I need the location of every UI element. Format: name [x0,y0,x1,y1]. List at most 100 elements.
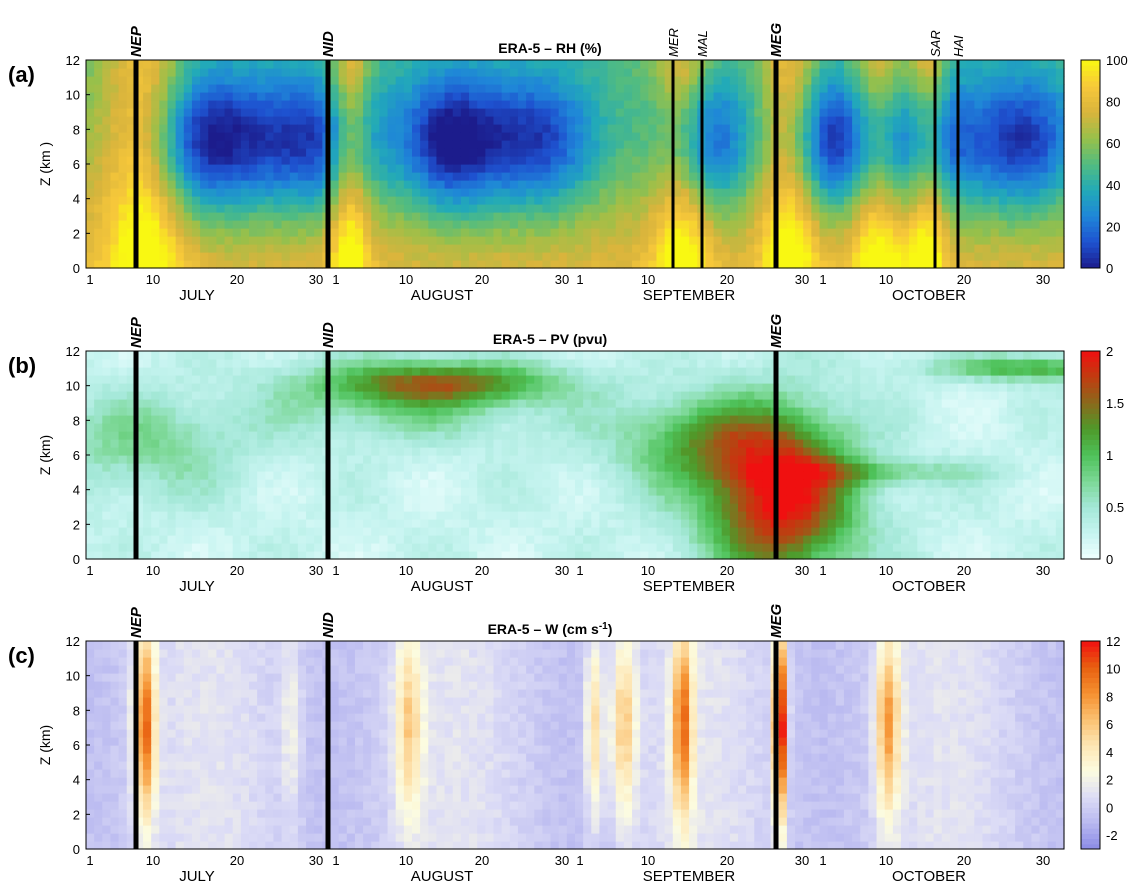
heatmap-cell [428,535,438,544]
heatmap-cell [363,84,372,93]
heatmap-cell [354,543,364,552]
heatmap-cell [656,140,666,149]
heatmap-cell [925,68,935,77]
heatmap-cell [640,68,649,77]
heatmap-cell [689,164,698,173]
heatmap-cell [183,148,193,157]
heatmap-cell [257,92,266,101]
heatmap-cell [371,543,380,552]
heatmap-cell [314,431,323,440]
heatmap-cell [876,204,886,213]
heatmap-cell [175,375,185,384]
heatmap-cell [134,383,144,392]
heatmap-cell [583,180,592,189]
heatmap-cell [509,551,519,560]
heatmap-cell [216,260,226,269]
heatmap-cell [281,415,291,424]
heatmap-cell [623,220,633,229]
heatmap-cell [819,204,829,213]
heatmap-cell [224,196,234,205]
heatmap-cell [420,204,429,213]
heatmap-cell [623,463,633,472]
heatmap-cell [1047,84,1057,93]
heatmap-cell [517,407,527,416]
colorbar-swatch [1081,257,1100,264]
heatmap-cell [868,164,878,173]
heatmap-cell [338,180,348,189]
heatmap-cell [387,212,397,221]
heatmap-cell [249,431,258,440]
heatmap-cell [884,236,894,245]
heatmap-cell [428,220,438,229]
heatmap-cell [102,375,112,384]
heatmap-cell [1055,84,1065,93]
heatmap-cell [534,132,543,141]
heatmap-cell [379,212,389,221]
heatmap-cell [827,252,837,261]
heatmap-cell [346,124,356,133]
heatmap-cell [452,495,462,504]
heatmap-cell [102,495,112,504]
heatmap-cell [354,359,364,368]
heatmap-cell [575,383,584,392]
heatmap-cell [607,124,617,133]
heatmap-cell [232,487,242,496]
heatmap-cell [607,68,617,77]
heatmap-cell [941,252,951,261]
heatmap-cell [640,188,649,197]
heatmap-cell [876,244,886,253]
heatmap-cell [183,76,193,85]
heatmap-cell [452,220,462,229]
heatmap-cell [534,535,543,544]
heatmap-cell [746,228,755,237]
heatmap-cell [428,423,438,432]
heatmap-cell [134,423,144,432]
heatmap-cell [289,527,299,536]
heatmap-cell [387,100,397,109]
heatmap-cell [420,551,429,560]
heatmap-cell [526,359,535,368]
heatmap-cell [974,140,984,149]
heatmap-cell [689,180,698,189]
heatmap-cell [917,156,927,165]
heatmap-cell [200,164,209,173]
heatmap-cell [354,423,364,432]
heatmap-cell [118,172,128,181]
heatmap-cell [436,124,446,133]
heatmap-cell [477,100,486,109]
heatmap-cell [371,196,380,205]
heatmap-cell [876,132,886,141]
heatmap-cell [436,479,446,488]
heatmap-cell [517,172,527,181]
heatmap-cell [412,367,421,376]
heatmap-cell [86,60,95,69]
heatmap-cell [143,439,152,448]
heatmap-cell [208,260,217,269]
heatmap-cell [289,463,299,472]
heatmap-cell [134,367,144,376]
heatmap-cell [477,236,486,245]
heatmap-cell [428,76,438,85]
heatmap-cell [306,140,315,149]
heatmap-cell [183,164,193,173]
heatmap-cell [216,148,226,157]
heatmap-cell [379,172,389,181]
heatmap-cell [338,543,348,552]
heatmap-cell [469,172,478,181]
heatmap-cell [379,535,389,544]
heatmap-cell [1015,204,1024,213]
heatmap-cell [387,140,397,149]
heatmap-cell [354,383,364,392]
heatmap-cell [314,188,323,197]
heatmap-cell [428,551,438,560]
heatmap-cell [273,60,283,69]
heatmap-cell [550,399,560,408]
heatmap-cell [1006,100,1016,109]
heatmap-cell [917,124,927,133]
heatmap-cell [273,495,283,504]
heatmap-cell [941,132,951,141]
heatmap-cell [102,463,112,472]
heatmap-cell [224,188,234,197]
heatmap-cell [273,204,283,213]
heatmap-cell [412,431,421,440]
